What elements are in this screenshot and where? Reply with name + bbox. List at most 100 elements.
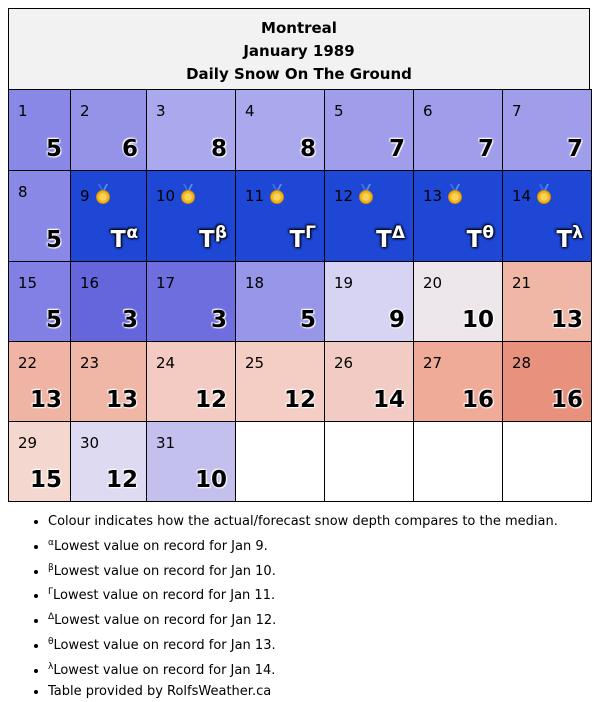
note-item: βLowest value on record for Jan 10. <box>48 558 558 583</box>
week-row: 29 15 30 12 31 10 <box>8 421 592 502</box>
empty-cell <box>502 421 592 502</box>
snow-depth-value: Tβ <box>199 223 227 253</box>
day-cell: 11 TΓ <box>235 170 325 262</box>
note-text: Lowest value on record for Jan 14. <box>53 662 276 678</box>
note-item: αLowest value on record for Jan 9. <box>48 533 558 558</box>
day-number-text: 18 <box>245 274 265 292</box>
snow-depth-text: T <box>289 227 306 253</box>
day-number: 25 <box>245 354 264 372</box>
note-item: ΓLowest value on record for Jan 11. <box>48 582 558 607</box>
day-number-text: 7 <box>512 102 522 120</box>
snow-depth-value: TΔ <box>376 223 405 253</box>
day-cell: 25 12 <box>235 341 325 422</box>
snow-depth-value: 3 <box>122 307 138 333</box>
day-number: 8 <box>18 183 28 201</box>
day-cell: 24 12 <box>146 341 236 422</box>
day-number-text: 29 <box>18 434 38 452</box>
note-marker: α <box>48 537 54 548</box>
snow-depth-value: Tα <box>111 223 138 253</box>
calendar-grid: 1 5 2 6 3 8 4 8 5 7 6 7 7 7 8 5 9 Tα 10 Tβ 11 TΓ 12 TΔ 13 Tθ 14 Tλ 1… <box>8 89 592 502</box>
day-cell: 29 15 <box>8 421 71 502</box>
day-cell: 12 TΔ <box>324 170 414 262</box>
day-cell: 20 10 <box>413 261 503 342</box>
day-number-text: 10 <box>156 187 176 205</box>
snow-depth-value: 12 <box>284 387 316 413</box>
day-number: 4 <box>245 102 255 120</box>
note-item: ΔLowest value on record for Jan 12. <box>48 607 558 632</box>
snow-depth-text: 7 <box>388 136 405 162</box>
note-text: Lowest value on record for Jan 10. <box>53 563 276 579</box>
day-number-text: 5 <box>334 102 344 120</box>
empty-cell <box>235 421 325 502</box>
note-marker: Γ <box>48 587 54 598</box>
day-number-text: 30 <box>80 434 100 452</box>
gold-medal-icon <box>92 183 114 209</box>
day-number-text: 26 <box>334 354 354 372</box>
day-number: 24 <box>156 354 175 372</box>
calendar-header: Montreal January 1989 Daily Snow On The … <box>8 8 590 90</box>
snow-depth-value: 5 <box>46 227 62 253</box>
day-cell: 16 3 <box>70 261 147 342</box>
record-footnote-marker: Δ <box>391 223 405 243</box>
day-cell: 15 5 <box>8 261 71 342</box>
snow-depth-value: 16 <box>462 387 494 413</box>
snow-depth-text: T <box>466 227 483 253</box>
snow-depth-text: 15 <box>29 467 62 493</box>
note-item: Colour indicates how the actual/forecast… <box>48 512 558 533</box>
day-number-text: 22 <box>18 354 38 372</box>
gold-medal-icon <box>177 183 199 209</box>
day-number: 7 <box>512 102 522 120</box>
day-number-text: 27 <box>423 354 443 372</box>
day-number-text: 14 <box>512 187 532 205</box>
day-number: 18 <box>245 274 264 292</box>
day-cell: 17 3 <box>146 261 236 342</box>
week-row: 22 13 23 13 24 12 25 12 26 14 27 16 28 16 <box>8 341 592 422</box>
snow-depth-text: 13 <box>105 387 138 413</box>
snow-depth-value: Tλ <box>557 223 583 253</box>
snow-depth-value: 7 <box>389 136 405 162</box>
day-number: 17 <box>156 274 175 292</box>
record-footnote-marker: α <box>126 223 138 243</box>
day-number: 5 <box>334 102 344 120</box>
day-number: 6 <box>423 102 433 120</box>
day-number: 11 <box>245 183 288 209</box>
note-marker: β <box>48 562 54 573</box>
day-number-text: 12 <box>334 187 354 205</box>
month-title: January 1989 <box>243 42 355 60</box>
snow-depth-value: Tθ <box>467 223 494 253</box>
record-footnote-marker: λ <box>572 223 583 243</box>
day-number-text: 6 <box>423 102 433 120</box>
day-cell: 21 13 <box>502 261 592 342</box>
snow-depth-value: 15 <box>30 467 62 493</box>
day-cell: 31 10 <box>146 421 236 502</box>
day-number-text: 24 <box>156 354 176 372</box>
snow-depth-text: 12 <box>105 467 138 493</box>
note-text: Lowest value on record for Jan 11. <box>53 588 276 604</box>
note-item: λLowest value on record for Jan 14. <box>48 657 558 682</box>
note-text: Lowest value on record for Jan 13. <box>53 637 276 653</box>
note-item: Table provided by RolfsWeather.ca <box>48 682 558 702</box>
snow-depth-value: 10 <box>462 307 494 333</box>
snow-depth-value: 13 <box>551 307 583 333</box>
empty-cell <box>413 421 503 502</box>
day-number-text: 16 <box>80 274 100 292</box>
day-number-text: 11 <box>245 187 265 205</box>
snow-depth-value: 8 <box>211 136 227 162</box>
snow-depth-text: 10 <box>194 467 227 493</box>
day-cell: 10 Tβ <box>146 170 236 262</box>
day-number-text: 19 <box>334 274 354 292</box>
day-number: 16 <box>80 274 99 292</box>
day-cell: 27 16 <box>413 341 503 422</box>
day-number: 21 <box>512 274 531 292</box>
day-number-text: 9 <box>80 187 90 205</box>
day-cell: 14 Tλ <box>502 170 592 262</box>
day-number: 2 <box>80 102 90 120</box>
day-number: 26 <box>334 354 353 372</box>
notes-list: Colour indicates how the actual/forecast… <box>26 512 558 702</box>
snow-depth-value: 6 <box>122 136 138 162</box>
day-cell: 22 13 <box>8 341 71 422</box>
